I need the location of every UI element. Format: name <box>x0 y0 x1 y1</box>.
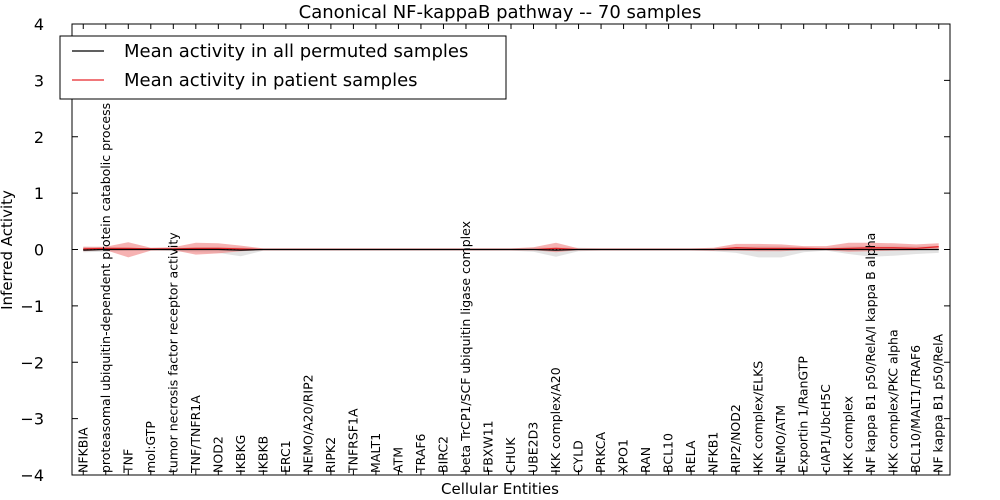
legend-box <box>59 35 507 100</box>
x-tick-label: IKK complex/PKC alpha <box>886 329 901 473</box>
x-tick-label: RAN <box>638 447 653 473</box>
y-tick-label: 4 <box>34 15 44 34</box>
x-tick-label: BCL10 <box>661 433 676 473</box>
x-tick-label: XPO1 <box>616 439 631 473</box>
x-tick-label: cIAP1/UbcH5C <box>818 384 833 473</box>
x-tick-label: NEMO/ATM <box>773 405 788 473</box>
x-tick-label: TNFRSF1A <box>345 408 360 474</box>
y-tick-label: 0 <box>34 241 44 260</box>
x-tick-label: TNF <box>120 449 135 474</box>
x-tick-label: BIRC2 <box>436 436 451 473</box>
x-tick-label: Exportin 1/RanGTP <box>796 356 811 473</box>
legend: Mean activity in all permuted samples Me… <box>59 35 507 100</box>
x-tick-label: IKBKG <box>233 435 248 473</box>
x-axis-label: Cellular Entities <box>441 480 559 498</box>
legend-label-patient: Mean activity in patient samples <box>124 70 418 91</box>
x-tick-label: RIP2/NOD2 <box>728 404 743 473</box>
y-tick-label: −1 <box>20 297 44 316</box>
x-tick-label: RIPK2 <box>323 437 338 473</box>
x-tick-label: MALT1 <box>368 433 383 473</box>
x-tick-label: IKK complex/A20 <box>548 367 563 473</box>
x-tick-label: TRAF6 <box>413 433 428 474</box>
y-axis-label: Inferred Activity <box>0 190 16 310</box>
x-tick-label: BCL10/MALT1/TRAF6 <box>908 345 923 473</box>
x-tick-label: TNF/TNFR1A <box>188 395 203 474</box>
x-tick-label: PRKCA <box>593 432 608 473</box>
x-tick-label: NEMO/A20/RIP2 <box>300 374 315 473</box>
x-tick-label: NF kappa B1 p50/RelA <box>931 333 946 473</box>
x-tick-labels: NFKBIA proteasomal ubiquitin-dependent pr… <box>75 103 945 474</box>
x-tick-label: NFKB1 <box>706 432 721 473</box>
y-axis: 4 3 2 1 0 −1 −2 −3 −4 <box>20 15 950 485</box>
x-tick-label: ATM <box>390 447 405 473</box>
y-tick-label: 1 <box>34 184 44 203</box>
x-tick-label: beta TrCP1/SCF ubiquitin ligase complex <box>458 221 473 473</box>
series-lines <box>83 246 939 251</box>
x-tick-label: NOD2 <box>210 436 225 473</box>
x-tick-label: proteasomal ubiquitin-dependent protein … <box>98 103 113 473</box>
x-tick-label: FBXW11 <box>481 420 496 473</box>
chart-title: Canonical NF-kappaB pathway -- 70 sample… <box>299 2 702 23</box>
y-tick-label: −3 <box>20 410 44 429</box>
x-tick-label: CYLD <box>571 440 586 473</box>
legend-label-permuted: Mean activity in all permuted samples <box>124 41 468 62</box>
x-tick-label: mol:GTP <box>143 421 158 473</box>
x-tick-label: IKK complex/ELKS <box>751 361 766 473</box>
x-tick-label: NFKBIA <box>75 427 90 473</box>
y-tick-label: 2 <box>34 128 44 147</box>
y-tick-label: −4 <box>20 466 44 485</box>
x-tick-label: ERC1 <box>278 440 293 473</box>
y-tick-label: 3 <box>34 71 44 90</box>
x-tick-label: UBE2D3 <box>526 422 541 473</box>
x-tick-label: IKK complex <box>841 396 856 473</box>
x-tick-label: NF kappa B1 p50/RelA/I kappa B alpha <box>863 233 878 473</box>
x-axis-ticks <box>82 24 940 475</box>
x-tick-label: tumor necrosis factor receptor activity <box>165 232 180 473</box>
x-tick-label: RELA <box>683 440 698 473</box>
x-tick-label: IKBKB <box>255 436 270 473</box>
x-tick-label: CHUK <box>503 437 518 473</box>
y-tick-label: −2 <box>20 353 44 372</box>
